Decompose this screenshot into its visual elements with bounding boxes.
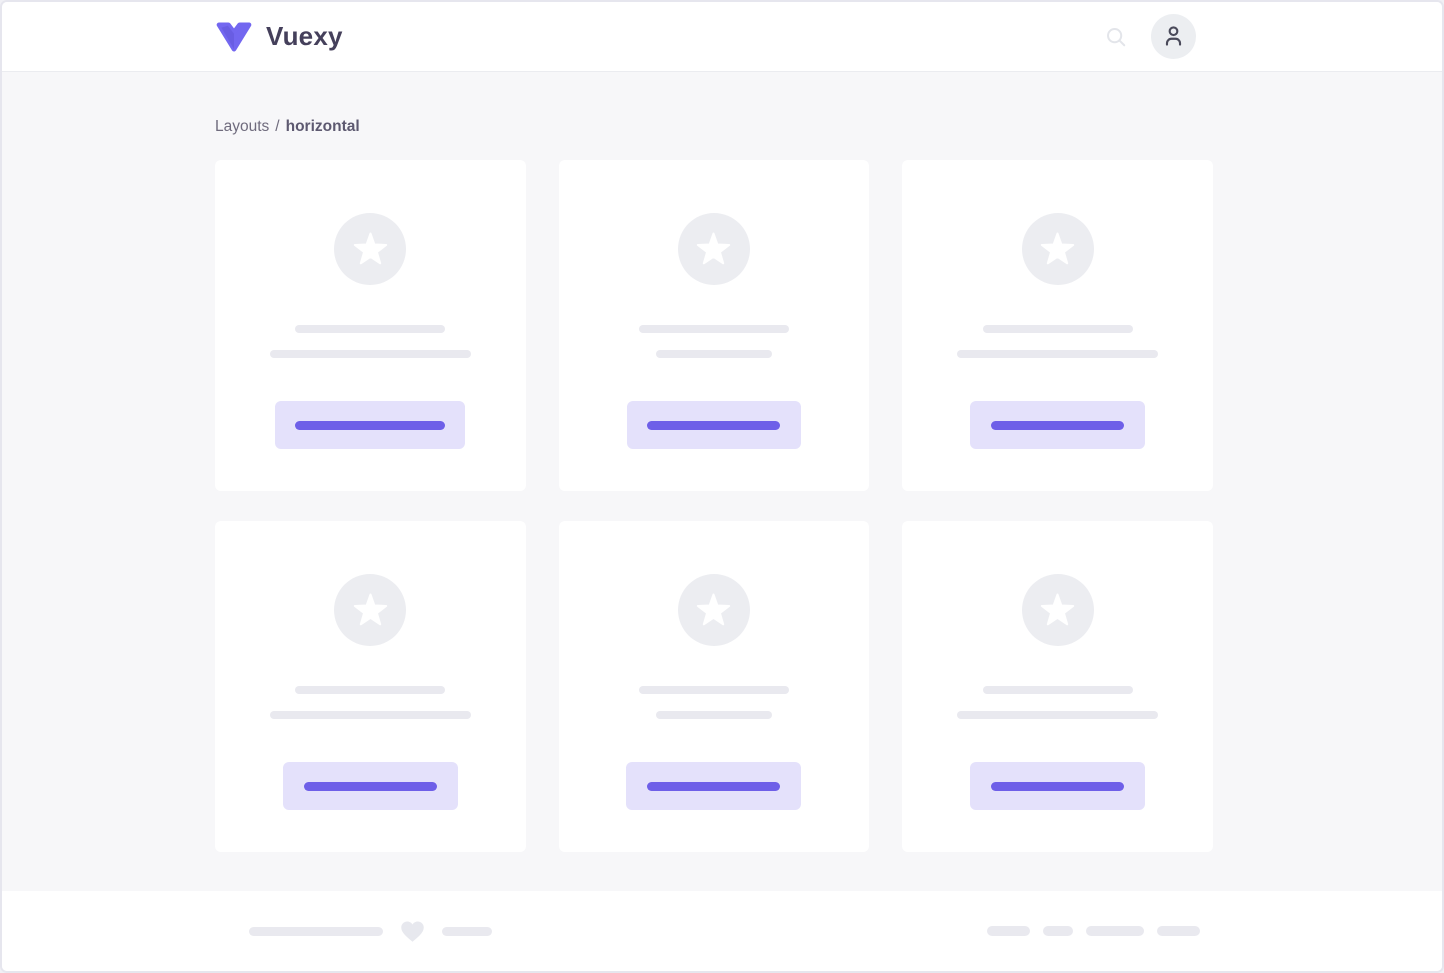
placeholder-button-bar: [991, 781, 1125, 791]
placeholder-line: [638, 325, 789, 333]
placeholder-card: [902, 521, 1213, 852]
placeholder-button-bar: [991, 420, 1125, 430]
placeholder-line: [982, 325, 1133, 333]
user-icon: [1165, 26, 1182, 46]
placeholder-button-bar: [295, 420, 446, 430]
brand-name: Vuexy: [266, 21, 343, 51]
star-icon: [1040, 232, 1075, 265]
vuexy-logo-icon: [216, 21, 252, 52]
placeholder-line: [982, 686, 1133, 694]
breadcrumb-separator: /: [275, 118, 280, 135]
placeholder-line: [957, 350, 1159, 358]
star-icon: [353, 593, 388, 626]
placeholder-line: [269, 711, 471, 719]
footer-placeholder-pill: [1043, 926, 1073, 936]
placeholder-line: [638, 686, 789, 694]
top-navbar: Vuexy: [2, 2, 1442, 72]
navbar-actions: [1105, 14, 1211, 59]
breadcrumb-current: horizontal: [285, 118, 360, 135]
placeholder-button[interactable]: [275, 401, 466, 449]
footer-left-placeholder: [249, 918, 492, 944]
placeholder-card: [558, 160, 870, 491]
navbar-inner: Vuexy: [213, 2, 1211, 71]
footer-inner: [215, 918, 1213, 944]
footer-right-placeholder: [987, 926, 1200, 936]
placeholder-card: [902, 160, 1213, 491]
placeholder-button-bar: [647, 781, 781, 791]
star-circle-placeholder: [334, 213, 407, 285]
placeholder-button[interactable]: [970, 762, 1146, 810]
content-container: Layouts / horizontal: [215, 118, 1213, 852]
placeholder-button[interactable]: [626, 762, 802, 810]
star-circle-placeholder: [1021, 213, 1094, 285]
placeholder-card: [558, 521, 870, 852]
breadcrumb-section[interactable]: Layouts: [215, 118, 270, 135]
brand-link[interactable]: Vuexy: [213, 21, 343, 52]
placeholder-card: [215, 160, 526, 491]
placeholder-button[interactable]: [970, 401, 1146, 449]
placeholder-line: [655, 350, 772, 358]
user-avatar[interactable]: [1151, 14, 1196, 59]
star-icon: [1040, 593, 1075, 626]
star-icon: [697, 232, 731, 265]
star-icon: [697, 593, 731, 626]
placeholder-line: [295, 325, 446, 333]
footer-placeholder-pill: [442, 926, 492, 936]
heart-icon: [401, 921, 424, 942]
placeholder-card: [215, 521, 526, 852]
footer-placeholder-pill: [249, 926, 383, 936]
star-circle-placeholder: [334, 574, 407, 646]
footer-placeholder-pill: [1157, 926, 1200, 936]
star-circle-placeholder: [677, 213, 750, 285]
placeholder-line: [655, 711, 772, 719]
breadcrumb: Layouts / horizontal: [215, 118, 1213, 136]
card-grid: [215, 160, 1213, 852]
footer-placeholder-pill: [987, 926, 1030, 936]
placeholder-button[interactable]: [626, 401, 801, 449]
star-icon: [353, 232, 388, 265]
footer: [2, 891, 1442, 971]
content-area: Layouts / horizontal: [2, 72, 1442, 891]
star-circle-placeholder: [1021, 574, 1094, 646]
placeholder-button[interactable]: [282, 762, 458, 810]
placeholder-button-bar: [647, 420, 781, 430]
footer-placeholder-pill: [1086, 926, 1144, 936]
star-circle-placeholder: [677, 574, 750, 646]
placeholder-line: [269, 350, 471, 358]
search-icon[interactable]: [1105, 26, 1127, 48]
placeholder-button-bar: [303, 781, 437, 791]
placeholder-line: [295, 686, 446, 694]
placeholder-line: [957, 711, 1159, 719]
